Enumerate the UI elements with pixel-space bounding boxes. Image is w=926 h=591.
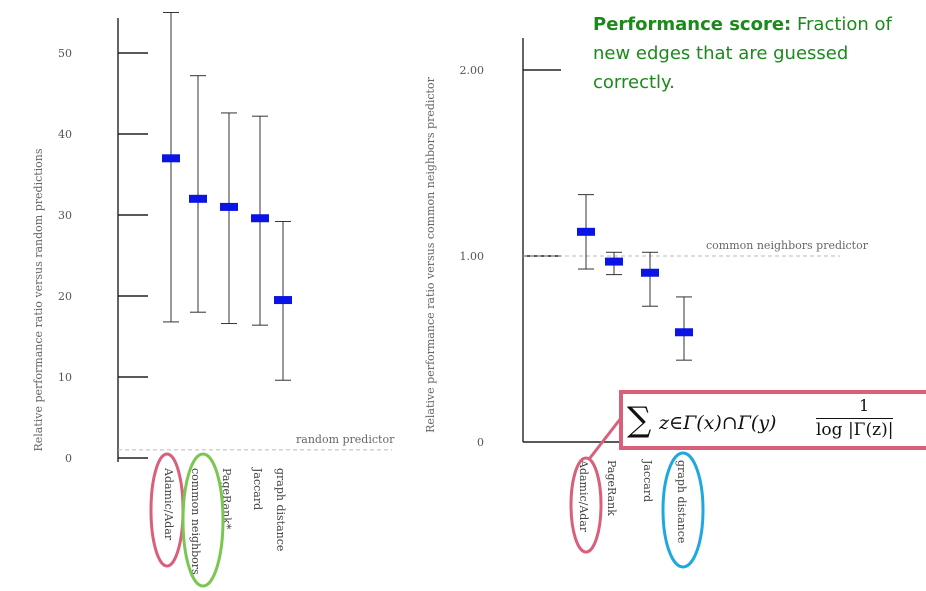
formula-connector (588, 417, 623, 459)
formula-subscript: z∈Γ(x)∩Γ(y) (659, 412, 777, 434)
y-tick-label: 30 (58, 209, 72, 222)
performance-score-annotation: Performance score: Fraction of new edges… (593, 10, 893, 97)
category-label: Adamic/Adar (162, 467, 175, 541)
reference-label: common neighbors predictor (706, 239, 869, 252)
y-tick-label: 20 (58, 290, 72, 303)
highlight-ellipse (181, 452, 225, 588)
data-point (162, 154, 180, 163)
data-point (220, 202, 238, 211)
annotation-rest: Fraction of new edges that are guessed c… (593, 14, 892, 93)
y-tick-label: 0 (477, 436, 484, 449)
highlight-ellipse (661, 451, 705, 569)
annotation-bold: Performance score: (593, 14, 792, 35)
y-tick-label: 0 (65, 452, 72, 465)
data-point (189, 194, 207, 203)
category-label: graph distance (675, 460, 688, 543)
data-point (577, 227, 595, 236)
data-point (251, 214, 269, 223)
data-point (641, 268, 659, 277)
category-label: Jaccard (251, 467, 264, 510)
y-axis-label: Relative performance ratio versus common… (424, 76, 437, 432)
y-axis-label: Relative performance ratio versus random… (32, 148, 45, 451)
category-label: common neighbors (189, 468, 202, 575)
y-tick-label: 10 (58, 371, 72, 384)
data-point (675, 328, 693, 337)
data-point (274, 296, 292, 305)
category-label: Adamic/Adar (577, 459, 590, 533)
category-label: PageRank (605, 460, 618, 516)
formula-sum-symbol: ∑ (627, 400, 652, 440)
y-tick-label: 50 (58, 47, 72, 60)
reference-label: random predictor (296, 433, 395, 446)
y-tick-label: 2.00 (460, 64, 485, 77)
y-tick-label: 1.00 (460, 250, 485, 263)
data-point (605, 257, 623, 266)
formula-denominator: log |Γ(z)| (816, 418, 894, 440)
highlight-ellipse (569, 456, 603, 554)
category-label: graph distance (274, 468, 287, 551)
y-tick-label: 40 (58, 128, 72, 141)
formula-numerator: 1 (859, 396, 870, 415)
adamic-adar-formula-box: ∑ z∈Γ(x)∩Γ(y) 1 log |Γ(z)| (619, 390, 926, 450)
category-label: Jaccard (641, 459, 654, 502)
